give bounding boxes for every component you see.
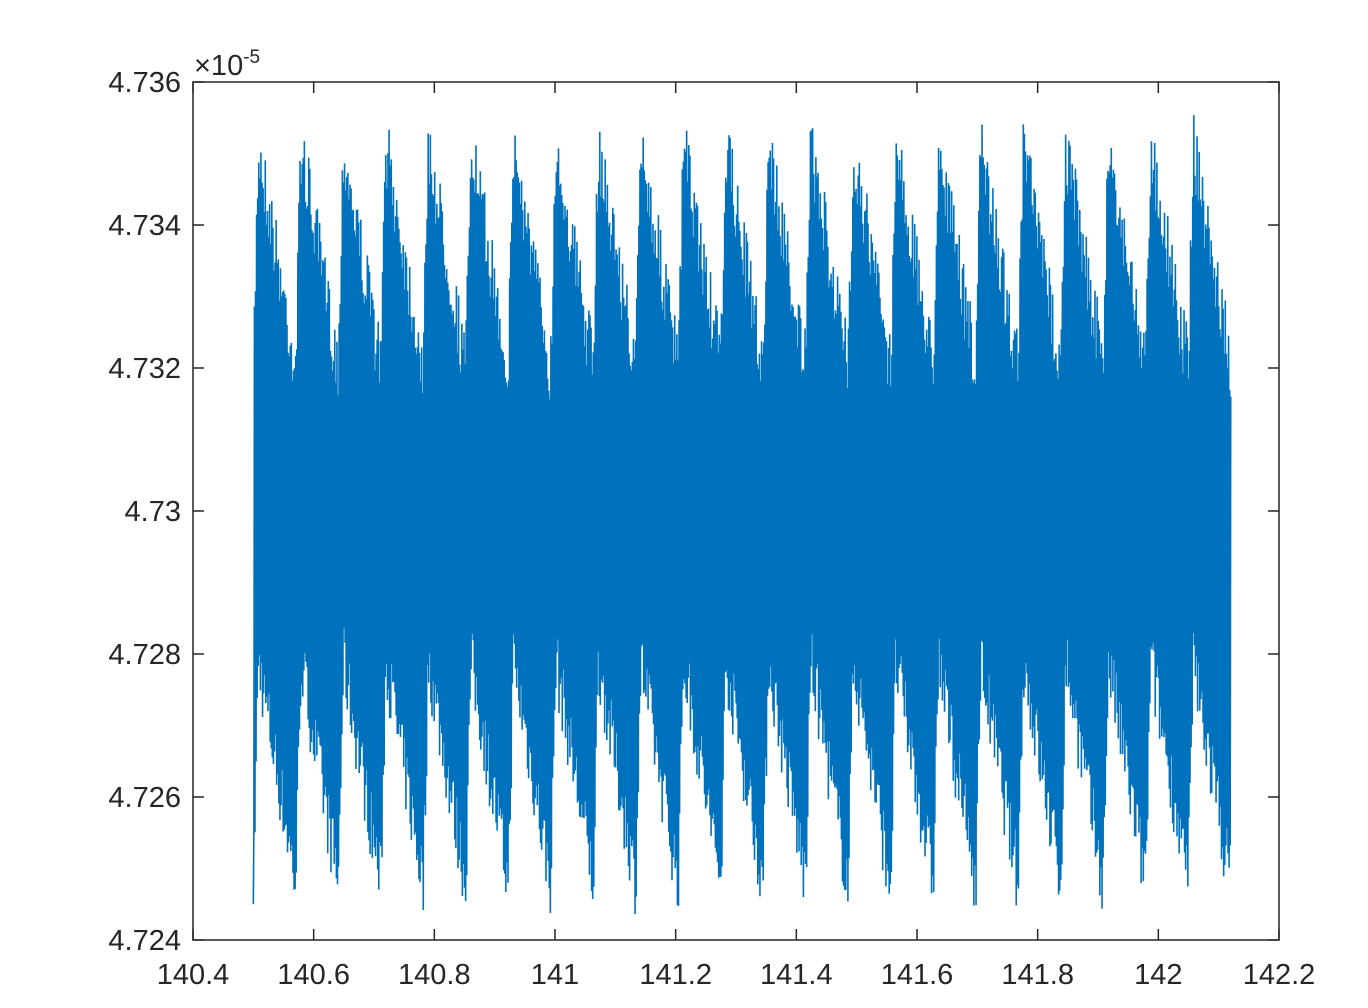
y-tick-label: 4.724 xyxy=(108,925,181,957)
y-axis: 4.724 4.726 4.728 4.73 4.732 4.734 4.736 xyxy=(108,67,1279,957)
y-exponent-label: ×10-5 xyxy=(194,47,260,82)
x-tick-label: 140.4 xyxy=(157,959,230,991)
y-exponent-power: -5 xyxy=(243,47,260,68)
y-tick-label: 4.734 xyxy=(108,210,181,242)
x-tick-label: 141.8 xyxy=(1001,959,1074,991)
series-layer xyxy=(252,115,1232,915)
x-tick-label: 141 xyxy=(531,959,579,991)
y-tick-label: 4.728 xyxy=(108,639,181,671)
series-line xyxy=(252,115,1232,915)
x-tick-label: 142.2 xyxy=(1243,959,1316,991)
x-tick-label: 141.4 xyxy=(760,959,833,991)
y-tick-label: 4.726 xyxy=(108,782,181,814)
y-tick-label: 4.732 xyxy=(108,353,181,385)
x-tick-label: 142 xyxy=(1134,959,1182,991)
y-exponent-prefix: ×10 xyxy=(194,50,243,82)
x-tick-label: 141.2 xyxy=(639,959,712,991)
x-axis: 140.4 140.6 140.8 141 141.2 141.4 141.6 141.8 14… xyxy=(157,82,1316,991)
y-tick-label: 4.736 xyxy=(108,67,181,99)
x-tick-label: 141.6 xyxy=(881,959,954,991)
x-tick-label: 140.8 xyxy=(398,959,471,991)
y-tick-label: 4.73 xyxy=(125,496,181,528)
x-tick-label: 140.6 xyxy=(277,959,350,991)
